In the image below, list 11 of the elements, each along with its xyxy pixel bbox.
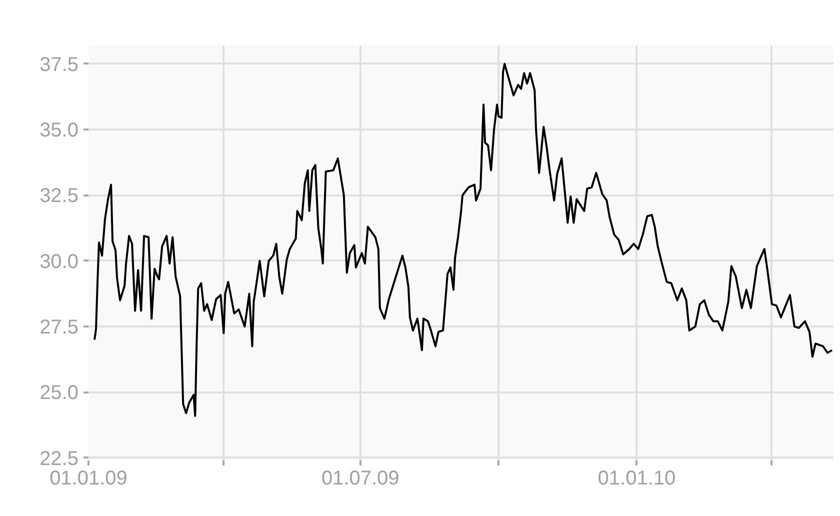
y-tick-label: 30.0 [40,250,79,273]
y-tick-label: 32.5 [40,185,79,208]
y-tick-label: 35.0 [40,120,79,142]
line-series [94,62,833,417]
y-tick-label: 27.5 [40,316,79,339]
x-tick-label: 01.01.09 [50,468,128,490]
y-tick-label: 25.0 [40,382,79,404]
x-tick-label: 01.07.09 [321,468,400,490]
y-tick-label: 37.5 [40,54,79,76]
x-tick-label: 01.01.10 [598,468,676,490]
y-tick-label: 22.5 [40,448,79,470]
